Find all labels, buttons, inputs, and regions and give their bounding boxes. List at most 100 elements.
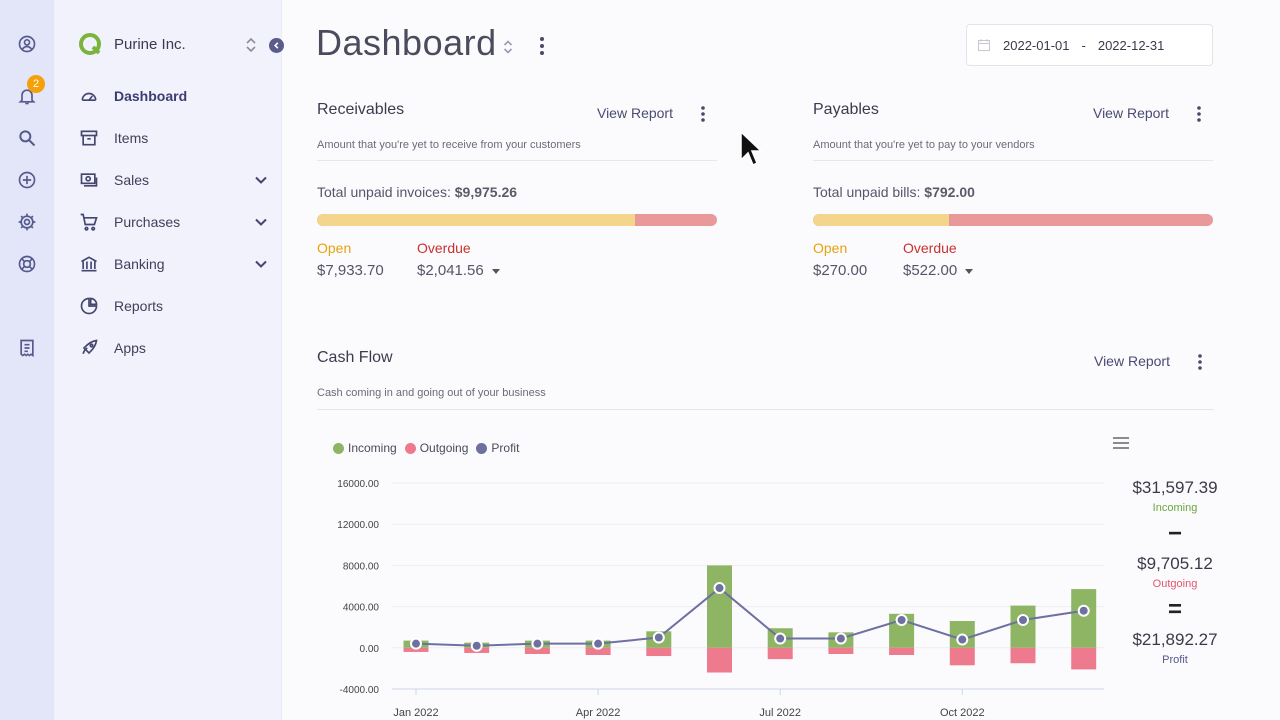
y-tick-label: 12000.00	[337, 520, 379, 531]
overdue-label: Overdue	[417, 240, 471, 256]
outgoing-bar	[828, 647, 854, 654]
more-options-icon[interactable]	[537, 36, 547, 56]
outgoing-total: $9,705.12	[1137, 554, 1213, 573]
calendar-icon	[978, 39, 990, 51]
sidebar-item-banking[interactable]: Banking	[78, 243, 268, 285]
more-options-icon[interactable]	[1195, 105, 1203, 123]
card-title: Payables	[813, 101, 879, 118]
legend-item-incoming[interactable]: Incoming	[333, 441, 397, 455]
date-range-picker[interactable]: 2022-01-01 - 2022-12-31	[966, 24, 1213, 66]
total-label: Total unpaid bills:	[813, 184, 921, 200]
profit-label: Profit	[1162, 654, 1188, 666]
sidebar-item-reports[interactable]: Reports	[78, 285, 268, 327]
outgoing-bar	[403, 647, 429, 652]
profit-point	[470, 639, 483, 652]
total-label: Total unpaid invoices:	[317, 184, 451, 200]
view-report-link[interactable]: View Report	[596, 105, 673, 121]
speedometer-icon	[81, 92, 97, 101]
receivables-card: Receivables View Report Amount that you'…	[317, 101, 717, 281]
date-end[interactable]: 2022-12-31	[1097, 37, 1165, 53]
date-separator: -	[1081, 37, 1086, 53]
card-title: Cash Flow	[317, 349, 393, 366]
profile-icon[interactable]	[14, 31, 40, 57]
sidebar-item-purchases[interactable]: Purchases	[78, 201, 268, 243]
overdue-stat[interactable]: Overdue $2,041.56	[417, 240, 500, 279]
view-report-link[interactable]: View Report	[1093, 353, 1170, 369]
sidebar-item-label: Sales	[114, 172, 150, 188]
caret-down-icon[interactable]	[491, 268, 500, 274]
profit-point	[1017, 613, 1029, 626]
cashflow-chart: 16000.00 12000.00 8000.00 4000.00 0.00 -4000.…	[337, 479, 1104, 719]
sidebar-item-label: Purchases	[114, 214, 181, 230]
legend-item-profit[interactable]: Profit	[476, 441, 519, 455]
document-icon[interactable]	[14, 335, 40, 361]
incoming-bar	[707, 565, 732, 648]
legend-dot	[333, 442, 344, 454]
chart-legend: Incoming Outgoing Profit	[333, 441, 527, 455]
mouse-cursor-icon	[740, 130, 763, 167]
open-stat: Open $270.00	[813, 240, 867, 279]
sidebar: Purine Inc. Dashboard Items Sales Purcha…	[54, 0, 284, 720]
legend-label: Incoming	[348, 441, 397, 455]
outgoing-bar	[1010, 647, 1036, 664]
overdue-stat[interactable]: Overdue $522.00	[903, 240, 974, 279]
search-icon[interactable]	[14, 125, 40, 151]
profit-point	[592, 637, 605, 650]
sidebar-item-apps[interactable]: Apps	[78, 327, 268, 369]
add-new-icon[interactable]	[14, 167, 40, 193]
sidebar-item-items[interactable]: Items	[78, 117, 268, 159]
more-options-icon[interactable]	[1196, 353, 1204, 371]
overdue-label: Overdue	[903, 240, 957, 256]
incoming-bar	[1010, 605, 1036, 648]
open-label: Open	[813, 240, 848, 256]
sidebar-item-label: Items	[114, 130, 149, 146]
legend-label: Outgoing	[419, 441, 469, 455]
caret-down-icon[interactable]	[965, 268, 974, 274]
card-description: Amount that you're yet to pay to your ve…	[813, 139, 1035, 151]
profit-point	[1077, 604, 1090, 617]
total-unpaid: Total unpaid bills: $792.00	[813, 184, 975, 200]
view-report-link[interactable]: View Report	[1092, 105, 1169, 121]
sidebar-item-label: Reports	[114, 298, 164, 314]
profit-point	[713, 582, 726, 595]
sidebar-item-dashboard[interactable]: Dashboard	[78, 75, 268, 117]
chevron-updown-icon[interactable]	[503, 38, 513, 56]
legend-item-outgoing[interactable]: Outgoing	[404, 441, 469, 455]
minus-sign: −	[1167, 520, 1182, 547]
company-switcher[interactable]: Purine Inc.	[78, 32, 186, 56]
outgoing-bar	[585, 647, 611, 656]
legend-label: Profit	[491, 441, 520, 455]
sidebar-item-sales[interactable]: Sales	[78, 159, 268, 201]
overdue-value: $2,041.56	[417, 262, 484, 279]
y-tick-label: 16000.00	[337, 479, 379, 490]
y-tick-label: 4000.00	[343, 603, 380, 614]
card-description: Amount that you're yet to receive from y…	[317, 139, 581, 151]
card-description: Cash coming in and going out of your bus…	[317, 387, 546, 399]
total-unpaid: Total unpaid invoices: $9,975.26	[317, 184, 517, 200]
bank-icon	[81, 256, 97, 272]
payables-card: Payables View Report Amount that you're …	[813, 101, 1213, 281]
more-options-icon[interactable]	[699, 105, 707, 123]
outgoing-bar	[707, 647, 732, 673]
legend-dot	[476, 442, 488, 454]
company-logo-icon	[79, 33, 101, 55]
chevron-down-icon	[255, 218, 267, 226]
collapse-sidebar-button[interactable]	[269, 38, 284, 53]
settings-gear-icon[interactable]	[14, 209, 40, 235]
chart-menu-icon[interactable]	[1112, 436, 1130, 450]
notifications-icon[interactable]: 2	[14, 75, 45, 109]
y-tick-label: 8000.00	[343, 561, 380, 572]
profit-point	[956, 633, 969, 646]
help-lifebuoy-icon[interactable]	[14, 251, 40, 277]
x-tick-label: Jul 2022	[759, 707, 801, 719]
y-tick-label: 0.00	[360, 644, 380, 655]
chevron-updown-icon[interactable]	[244, 36, 258, 54]
outgoing-label: Outgoing	[1152, 578, 1198, 590]
profit-point	[895, 613, 908, 626]
sidebar-item-label: Dashboard	[114, 88, 188, 104]
profit-point	[834, 632, 847, 645]
date-start[interactable]: 2022-01-01	[1003, 37, 1070, 53]
outgoing-bar	[1071, 647, 1097, 670]
sidebar-item-label: Apps	[114, 340, 146, 356]
main-content: Dashboard 2022-01-01 - 2022-12-31 Receiv…	[282, 0, 1280, 720]
